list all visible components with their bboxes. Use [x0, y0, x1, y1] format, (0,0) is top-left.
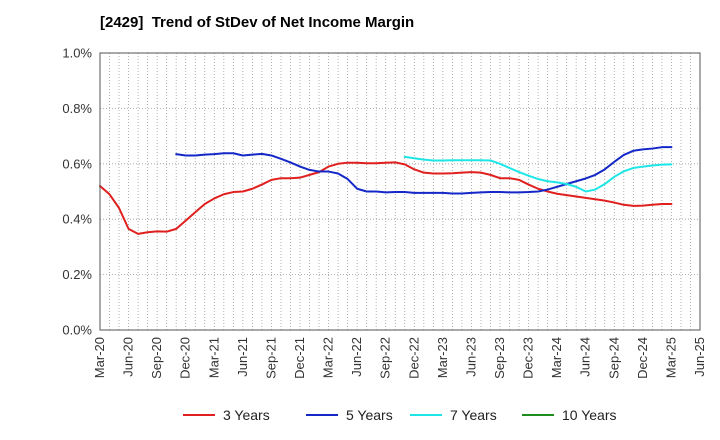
x-tick-label: Jun-25 — [692, 337, 707, 377]
plot-frame — [99, 52, 701, 331]
legend-label: 3 Years — [223, 407, 270, 423]
x-tick-label: Dec-22 — [406, 337, 421, 379]
x-tick-label: Dec-23 — [521, 337, 536, 379]
x-tick-label: Jun-20 — [121, 337, 136, 377]
legend-label: 7 Years — [450, 407, 497, 423]
y-tick-label: 0.6% — [62, 156, 92, 171]
chart-title: [2429] Trend of StDev of Net Income Marg… — [100, 14, 415, 31]
x-tick-label: Jun-21 — [235, 337, 250, 377]
series-line-5-years — [175, 146, 673, 195]
legend: 3 Years 5 Years 7 Years 10 Years — [183, 407, 617, 423]
x-tick-label: Jun-23 — [463, 337, 478, 377]
y-tick-label: 0.2% — [62, 267, 92, 282]
x-tick-label: Dec-24 — [635, 337, 650, 379]
x-tick-label: Sep-22 — [378, 337, 393, 379]
series-line-3-years — [99, 161, 673, 235]
y-tick-label: 1.0% — [62, 46, 92, 61]
x-tick-label: Dec-20 — [178, 337, 193, 379]
x-tick-label: Sep-23 — [492, 337, 507, 379]
x-tick-label: Mar-25 — [663, 337, 678, 378]
axis-layer: 0.0% 0.2% 0.4% 0.6% 0.8% 1.0% Mar-20 Jun-20 Sep-… — [62, 46, 707, 379]
x-tick-label: Mar-20 — [92, 337, 107, 378]
x-tick-label: Sep-24 — [606, 337, 621, 379]
legend-label: 10 Years — [562, 407, 617, 423]
x-tick-label: Mar-24 — [549, 337, 564, 378]
series-line-7-years — [403, 155, 673, 193]
x-tick-label: Jun-22 — [349, 337, 364, 377]
y-tick-label: 0.8% — [62, 101, 92, 116]
y-tick-label: 0.4% — [62, 212, 92, 227]
x-tick-label: Mar-23 — [435, 337, 450, 378]
series-layer — [99, 146, 673, 235]
legend-label: 5 Years — [346, 407, 393, 423]
y-tick-label: 0.0% — [62, 323, 92, 338]
x-tick-label: Jun-24 — [578, 337, 593, 377]
x-tick-label: Dec-21 — [292, 337, 307, 379]
x-tick-label: Mar-22 — [321, 337, 336, 378]
x-tick-label: Sep-20 — [149, 337, 164, 379]
x-tick-label: Mar-21 — [206, 337, 221, 378]
x-tick-label: Sep-21 — [263, 337, 278, 379]
